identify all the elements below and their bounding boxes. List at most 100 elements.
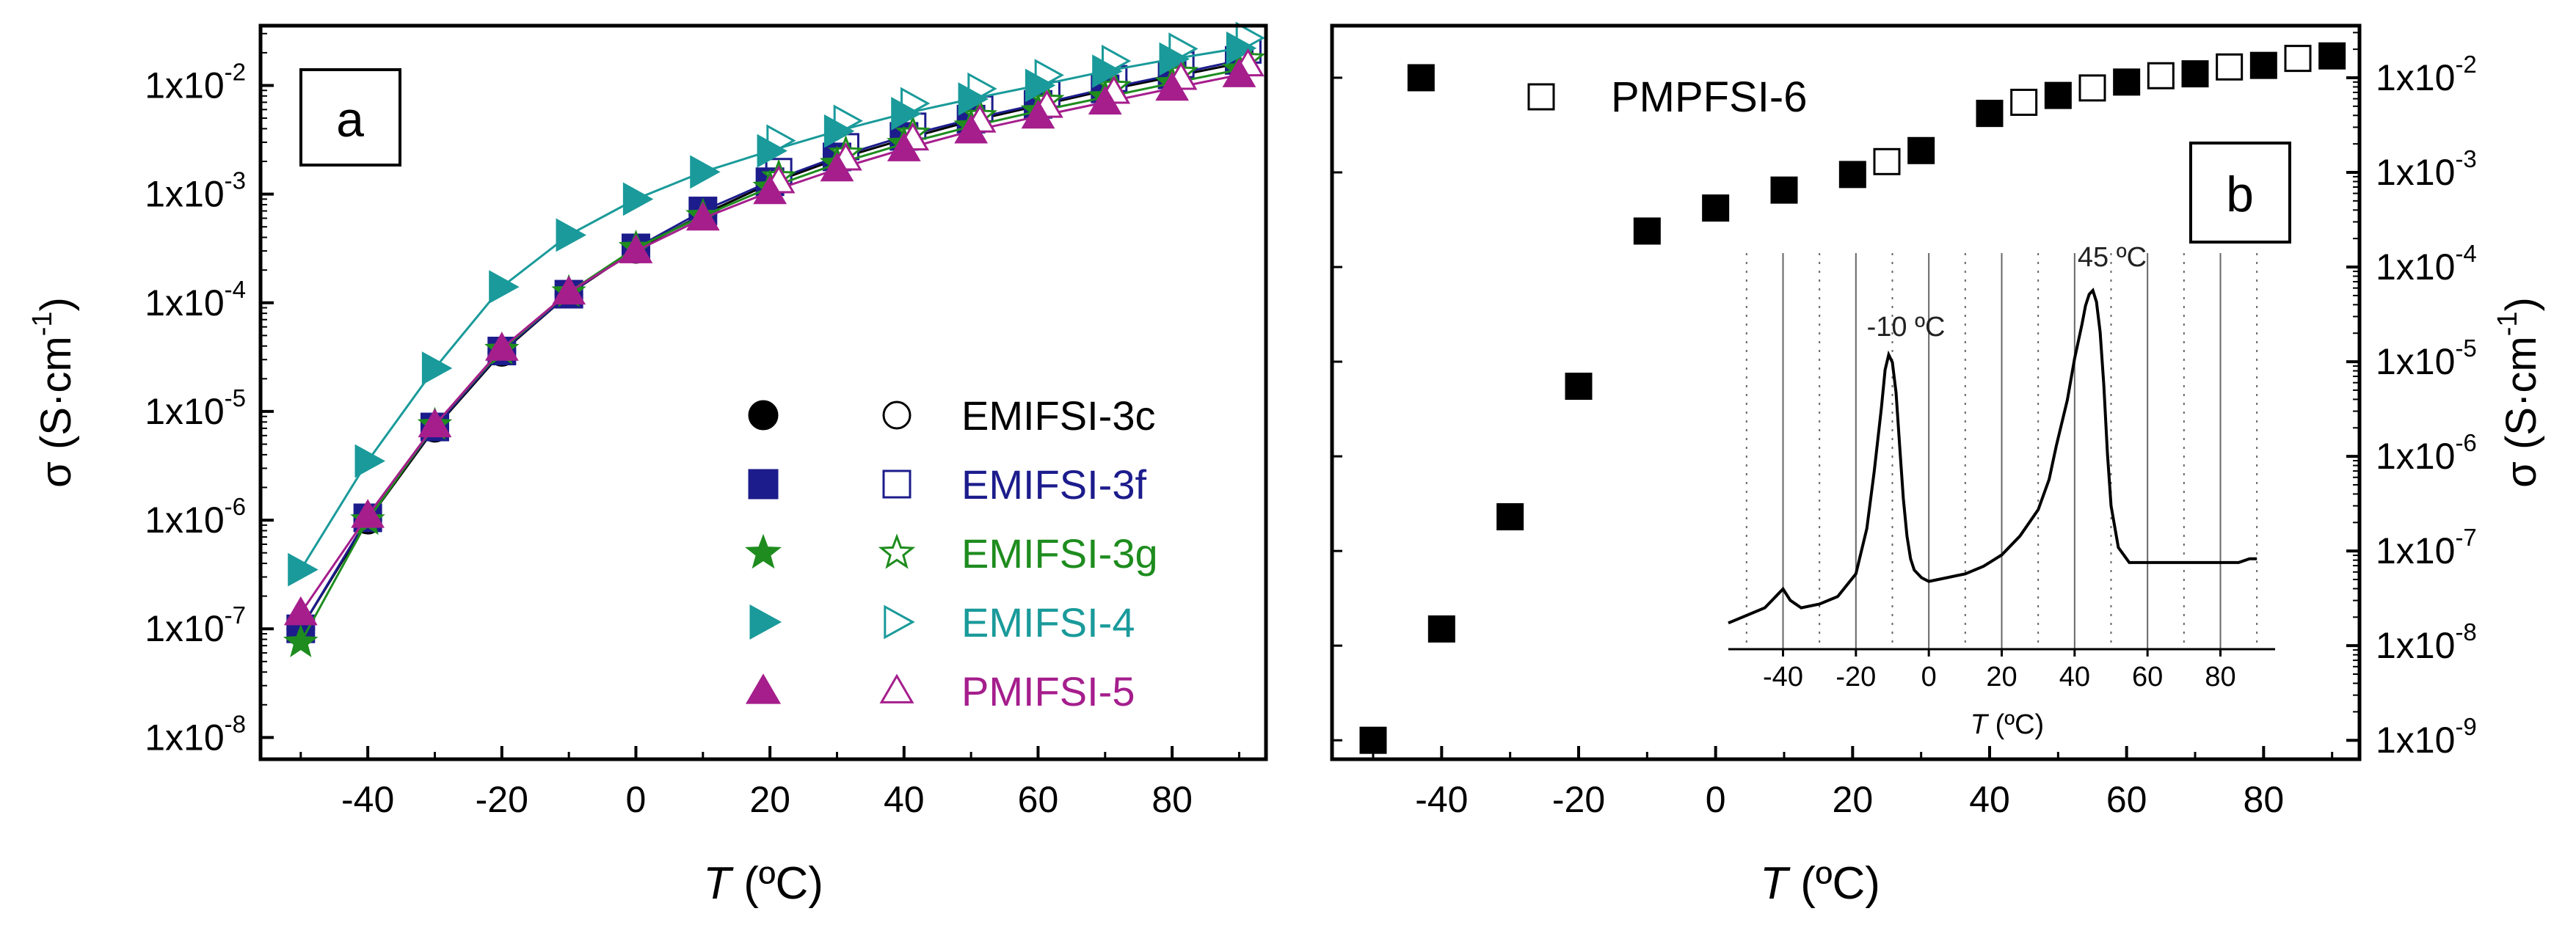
- panel-a-point-emifsi-4: [354, 444, 385, 478]
- panel-a: -40 -20 0 20 40 60 80 1x10-8 1x10-7 1x10-6 1x10-5 1…: [27, 21, 1268, 909]
- panel-a-y-tick-label: 1x10-6: [145, 493, 246, 541]
- panel-a-series-emifsi-4: [288, 21, 1265, 587]
- panel-a-point-pmifsi-5: [954, 114, 989, 144]
- inset-dsc-plot: -40 -20 0 20 40 60 80 -10 ºC 45 ºC T (ºC): [1728, 242, 2275, 740]
- panel-b-y-tick-label: 1x10-4: [2376, 240, 2477, 288]
- panel-b-label: b: [2226, 167, 2254, 222]
- inset-peak-annotation-2: 45 ºC: [2078, 242, 2147, 273]
- panel-a-legend-open-marker-emifsi-3g: [878, 533, 916, 569]
- panel-b-x-axis-label: T (ºC): [1760, 858, 1880, 909]
- panel-b-axis-layer: -40 -20 0 20 40 60 80 1x10-9 1x10-8 1x10-7 1x10-6 1…: [1332, 32, 2477, 820]
- panel-b-y-tick-label: 1x10-9: [2376, 713, 2477, 761]
- panel-b-y-tick-label: 1x10-6: [2376, 429, 2477, 477]
- panel-a-point-emifsi-4: [1159, 42, 1190, 76]
- panel-b-point-open: [1873, 147, 1901, 175]
- panel-b-y-tick-label: 1x10-2: [2376, 51, 2477, 98]
- panel-a-legend: EMIFSI-3c EMIFSI-3f EMIFSI-3g EMIFSI-4 PMIFS…: [745, 392, 1158, 714]
- panel-a-point-emifsi-4: [690, 155, 721, 189]
- panel-b-legend-open-marker: [1527, 83, 1555, 111]
- panel-b-point-filled: [1427, 615, 1455, 643]
- panel-a-x-tick-label: 60: [1018, 779, 1059, 820]
- panel-b-plot-frame: [1330, 23, 2362, 761]
- panel-b-point-open: [2010, 88, 2038, 116]
- panel-b-point-filled: [2113, 68, 2141, 96]
- inset-x-axis: -40 -20 0 20 40 60 80: [1763, 649, 2236, 692]
- panel-a-y-tick-label: 1x10-5: [145, 384, 246, 432]
- inset-x-tick-label: 60: [2132, 662, 2163, 692]
- panel-b-point-filled: [1565, 373, 1593, 401]
- panel-b-point-filled: [1702, 194, 1730, 222]
- panel-a-point-emifsi-4: [622, 182, 654, 216]
- panel-b-point-filled: [2181, 60, 2209, 88]
- panel-a-point-pmifsi-5: [1021, 99, 1055, 129]
- panel-b-point-open: [2284, 45, 2312, 73]
- panel-a-point-pmifsi-5: [1088, 85, 1122, 115]
- panel-a-x-tick-label: -20: [476, 779, 528, 820]
- panel-a-label-box: [299, 68, 401, 167]
- panel-a-point-pmifsi-5: [619, 234, 653, 263]
- panel-a-legend-open-marker-emifsi-3c: [882, 401, 912, 430]
- panel-b-y-axis-label: σ (S·cm-1): [2492, 297, 2545, 488]
- panel-a-point-pmifsi-5: [753, 175, 787, 205]
- panel-b-point-filled: [2249, 51, 2277, 79]
- panel-b-point-filled: [1770, 176, 1798, 204]
- panel-a-y-tick-label: 1x10-3: [145, 167, 246, 215]
- panel-a-y-tick-label: 1x10-8: [145, 710, 246, 758]
- panel-a-point-emifsi-4: [891, 97, 922, 131]
- panel-a-legend-open-marker-pmifsi-5: [879, 673, 914, 703]
- panel-a-y-tick-label: 1x10-2: [145, 58, 246, 106]
- panel-b-series-filled: [1359, 42, 2346, 754]
- panel-b: -40 -20 0 20 40 60 80 1x10-9 1x10-8 1x10-7 1x10-6 1…: [1330, 23, 2545, 909]
- panel-a-legend-filled-marker-emifsi-3g: [745, 533, 782, 569]
- panel-a-label: a: [336, 92, 364, 147]
- panel-b-point-filled: [1907, 136, 1935, 164]
- panel-b-legend-filled-marker: [1407, 64, 1435, 92]
- panel-a-y-axis-label: σ (S·cm-1): [27, 297, 80, 488]
- panel-a-point-pmifsi-5: [685, 201, 720, 231]
- panel-a-point-emifsi-4: [823, 114, 855, 148]
- panel-b-y-tick-label: 1x10-8: [2376, 618, 2477, 666]
- panel-b-point-filled: [1496, 502, 1524, 530]
- panel-a-legend-open-marker-emifsi-4: [884, 604, 915, 640]
- panel-b-y-tick-label: 1x10-5: [2376, 334, 2477, 382]
- panel-a-point-emifsi-4: [489, 270, 520, 304]
- panel-a-point-emifsi-4: [556, 218, 586, 252]
- panel-a-point-pmifsi-5: [283, 596, 318, 626]
- panel-a-point-pmifsi-5: [484, 332, 519, 361]
- panel-a-point-emifsi-4: [1226, 31, 1257, 65]
- panel-a-point-pmifsi-5: [552, 275, 586, 305]
- panel-a-legend-label-emifsi-3f: EMIFSI-3f: [961, 461, 1146, 508]
- panel-a-data-layer: [283, 21, 1266, 657]
- panel-a-x-axis-label: T (ºC): [703, 858, 823, 909]
- inset-x-tick-label: 80: [2205, 662, 2235, 692]
- panel-b-data-layer: [1359, 42, 2346, 754]
- panel-a-legend-open-marker-emifsi-3f: [882, 469, 912, 499]
- panel-b-point-filled: [1633, 217, 1661, 245]
- panel-a-point-pmifsi-5: [351, 499, 385, 528]
- panel-a-y-tick-label: 1x10-7: [145, 602, 246, 649]
- panel-b-point-filled: [2318, 42, 2346, 70]
- panel-a-point-emifsi-4: [1092, 54, 1123, 89]
- inset-x-tick-label: 20: [1986, 662, 2017, 692]
- panel-b-point-open: [2147, 62, 2175, 89]
- panel-a-x-tick-label: 40: [884, 779, 925, 820]
- panel-a-x-tick-label: -40: [341, 779, 394, 820]
- panel-b-point-filled: [1838, 161, 1866, 189]
- inset-peak-annotation-1: -10 ºC: [1867, 312, 1946, 343]
- panel-a-point-emifsi-4: [288, 552, 319, 587]
- panel-a-point-emifsi-4: [958, 82, 989, 116]
- inset-x-tick-label: 0: [1921, 662, 1937, 692]
- panel-a-point-emifsi-4: [421, 351, 453, 385]
- inset-x-tick-label: 40: [2059, 662, 2090, 692]
- panel-b-point-open: [2078, 74, 2106, 102]
- inset-x-axis-label: T (ºC): [1971, 709, 2044, 740]
- panel-a-point-emifsi-4: [757, 134, 787, 168]
- panel-a-legend-filled-marker-emifsi-4: [749, 604, 782, 640]
- panel-b-point-filled: [1359, 726, 1387, 754]
- panel-b-legend-label: PMPFSI-6: [1611, 73, 1808, 121]
- inset-x-tick-label: -20: [1835, 662, 1876, 692]
- panel-b-point-open: [2216, 53, 2244, 81]
- panel-b-x-tick-label: -40: [1415, 779, 1468, 820]
- panel-a-axis-layer: -40 -20 0 20 40 60 80 1x10-8 1x10-7 1x10-6 1x10-5 1…: [145, 32, 1240, 820]
